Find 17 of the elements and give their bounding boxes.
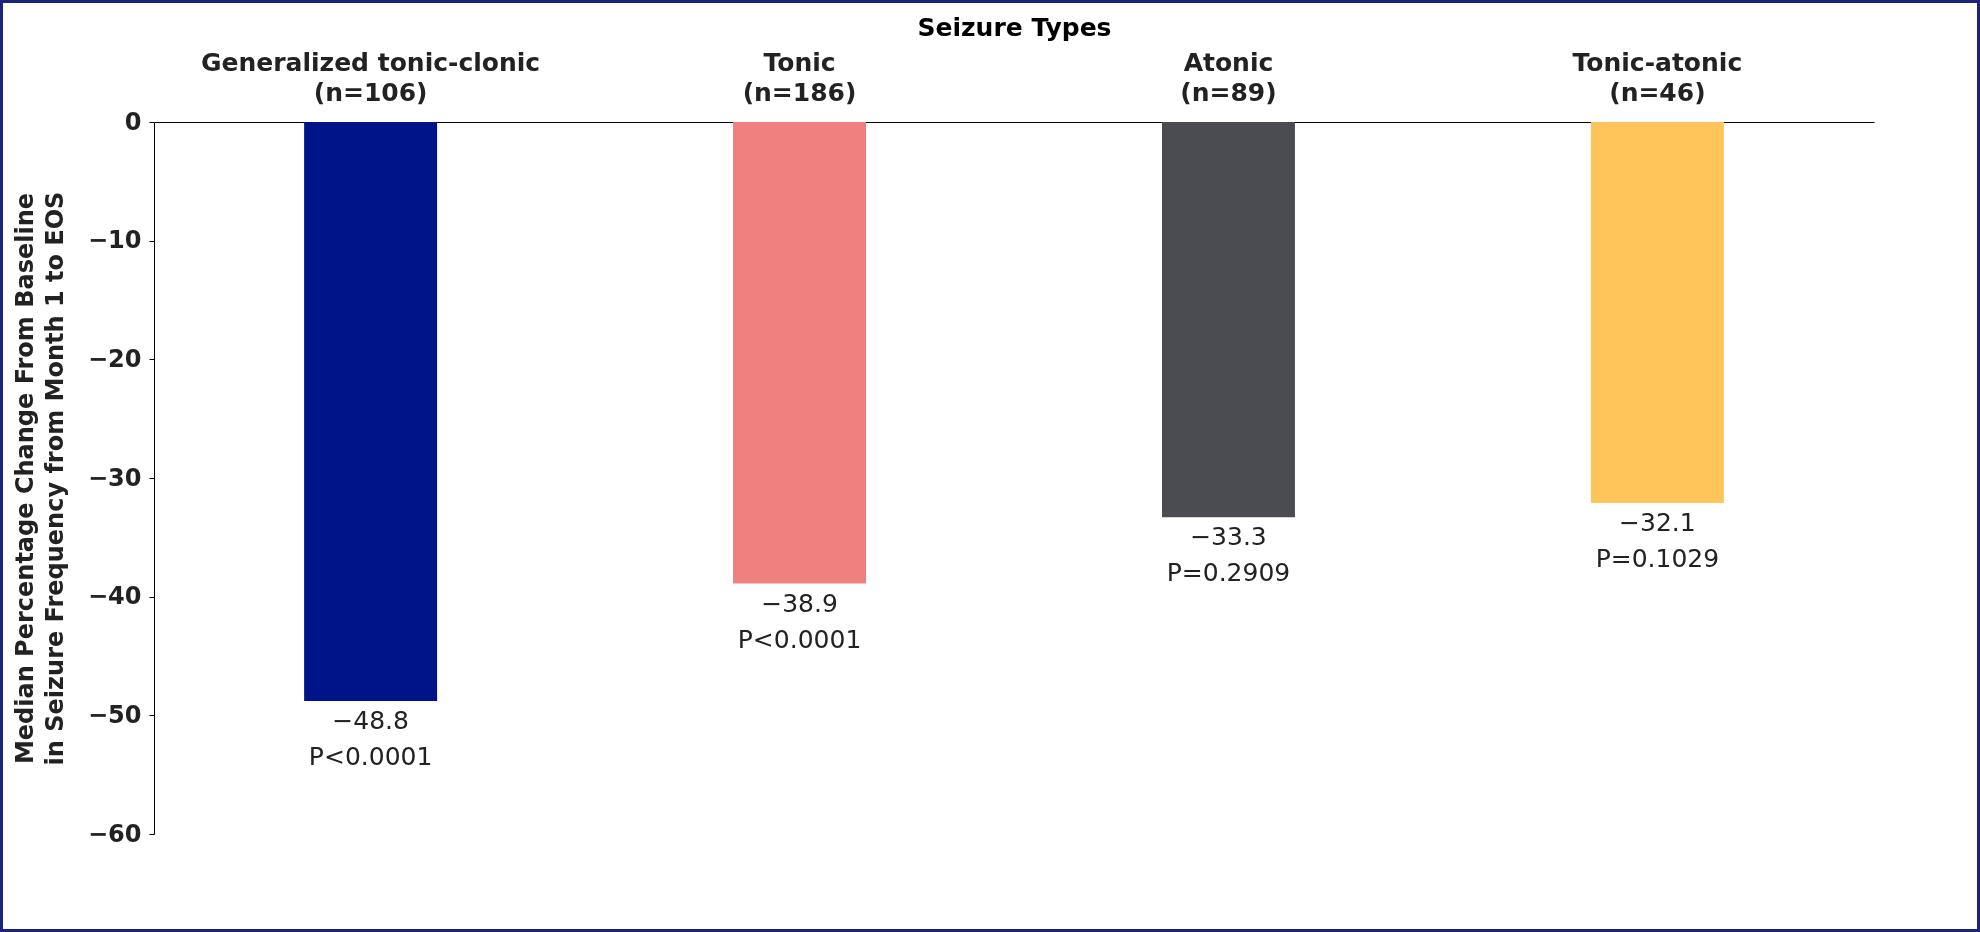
- x-tick-label: Tonic (n=186): [742, 47, 857, 107]
- y-tick-label: −30: [87, 463, 142, 492]
- y-tick-label: −60: [87, 819, 142, 848]
- data-label: −48.8 P<0.0001: [308, 706, 433, 772]
- x-tick-label: Atonic (n=89): [1180, 47, 1277, 107]
- y-tick-label: −40: [87, 582, 142, 611]
- data-label: −38.9 P<0.0001: [737, 588, 862, 654]
- y-tick-label: −20: [87, 344, 142, 373]
- x-tick-label: Tonic-atonic (n=46): [1572, 47, 1743, 107]
- x-axis-title: Seizure Types: [917, 12, 1112, 42]
- y-tick-label: −10: [87, 226, 142, 255]
- y-tick-label: 0: [124, 107, 142, 136]
- x-tick-label: Generalized tonic-clonic (n=106): [201, 47, 541, 107]
- data-label: −32.1 P=0.1029: [1595, 507, 1720, 573]
- y-axis-title: Median Percentage Change From Baseline in Seizure Frequency from Month 1 to EOS: [10, 191, 69, 766]
- data-label: −33.3 P=0.2909: [1166, 522, 1291, 588]
- y-tick-label: −50: [87, 700, 142, 729]
